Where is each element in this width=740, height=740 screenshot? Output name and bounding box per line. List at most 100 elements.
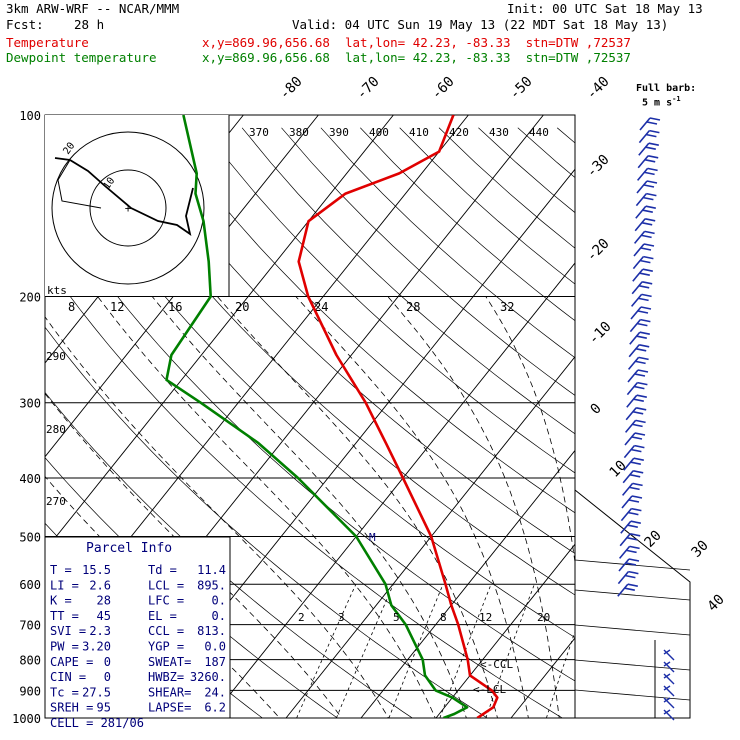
wind-barb-flag xyxy=(625,562,637,566)
moist-adiabat-line xyxy=(574,296,575,299)
dry-adiabat-lines xyxy=(0,127,740,731)
parcel-field-label: CIN = xyxy=(50,670,86,684)
parcel-info-title: Parcel Info xyxy=(86,541,172,556)
hodograph-trace-upper xyxy=(57,159,102,209)
wind-barb-flag xyxy=(627,524,638,528)
wind-barb-staff xyxy=(624,419,637,433)
isotherm-label: -10 xyxy=(586,319,615,348)
isotherm-line xyxy=(586,115,740,718)
pressure-label: 300 xyxy=(19,397,41,411)
wind-barb-flag xyxy=(640,247,652,251)
dry-adiabat-line xyxy=(45,260,564,718)
wind-barb-staff xyxy=(626,394,638,408)
moist-adiabat-line xyxy=(97,296,436,718)
isotherm-line xyxy=(435,543,575,718)
wind-barb-staff xyxy=(663,709,675,721)
wind-barb-staff xyxy=(617,571,630,585)
moist-adiabat-line xyxy=(45,316,389,718)
mixing-ratio-label: 3 xyxy=(338,611,345,624)
wind-barb-flag xyxy=(632,482,643,487)
wind-barb-staff xyxy=(618,545,631,559)
extension-grid-line xyxy=(574,659,691,671)
parcel-field-value: 27.5 xyxy=(82,685,111,699)
parcel-field-value: 2.6 xyxy=(89,578,111,592)
wind-barb-flag xyxy=(642,281,653,285)
wind-barb-staff xyxy=(627,356,640,370)
parcel-field-value: 0. xyxy=(212,594,226,608)
mixing-ratio-line xyxy=(296,584,357,718)
lower-right-extension xyxy=(574,489,691,719)
lcl-annotation: <-LCL xyxy=(473,683,506,696)
parcel-field-value: 3260. xyxy=(190,670,226,684)
wind-barb-staff xyxy=(635,193,648,207)
wind-barb-flag xyxy=(633,457,644,461)
wind-barb-staff xyxy=(630,306,642,320)
wind-barb-flag xyxy=(625,574,636,579)
wind-barb-flag xyxy=(640,259,651,264)
wind-barb-staff xyxy=(632,256,645,270)
isotherm-line xyxy=(736,115,740,718)
wind-barb-flag xyxy=(645,159,656,163)
isotherm-line xyxy=(210,262,575,718)
wind-barb-flag xyxy=(639,344,650,348)
parcel-field-label: PW = xyxy=(50,640,79,654)
extension-grid-line xyxy=(574,689,691,701)
wind-barbs xyxy=(617,117,675,721)
wind-barb-staff xyxy=(625,407,637,421)
parcel-field-label: LFC = xyxy=(148,594,184,608)
wind-barb-flag xyxy=(645,205,656,209)
dewpoint-profile xyxy=(165,115,469,718)
wind-barb-flag xyxy=(628,558,640,562)
parcel-field-label: TT = xyxy=(50,609,79,623)
wind-barb-staff xyxy=(629,319,642,333)
pressure-label: 400 xyxy=(19,472,41,486)
dry-adiabat-line xyxy=(636,128,740,731)
parcel-field-label: LCL = xyxy=(148,578,184,592)
wind-barb-flag xyxy=(630,533,641,537)
wind-barb-flag xyxy=(644,171,655,176)
dry-adiabat-line xyxy=(0,128,51,731)
wind-barb-staff xyxy=(621,482,634,496)
wind-barb-flag xyxy=(647,167,658,172)
theta-label: 380 xyxy=(289,126,309,139)
mixing-ratio-line xyxy=(336,584,394,718)
dry-adiabat-line xyxy=(360,127,575,322)
mixing-ratio-label: 5 xyxy=(393,611,400,624)
dry-adiabat-line xyxy=(675,128,740,731)
barb-key-title: Full barb: xyxy=(636,83,697,94)
wind-barb-staff xyxy=(663,673,675,685)
moist-adiabat-line xyxy=(295,296,529,718)
wind-barb-flag xyxy=(643,243,655,247)
wind-barb-flag xyxy=(637,381,648,386)
wind-barb-flag xyxy=(631,507,642,512)
wind-barb-flag xyxy=(634,444,645,449)
wind-barb-flag xyxy=(634,385,645,390)
pressure-label: 600 xyxy=(19,578,41,592)
isotherm-label: 40 xyxy=(705,592,728,615)
wind-barb-flag xyxy=(630,520,641,524)
wind-barb-flag xyxy=(642,268,653,272)
hodograph-center-mark: + xyxy=(125,202,132,215)
hodograph-inner-ring xyxy=(89,169,167,247)
wind-barb-flag xyxy=(648,155,659,159)
parcel-panel-box xyxy=(44,536,231,719)
pressure-label: 1000 xyxy=(12,712,41,726)
wind-barb-flag xyxy=(663,673,671,679)
hodograph-background xyxy=(45,115,229,296)
isotherm-label: 20 xyxy=(642,528,665,551)
wind-barb-flag xyxy=(631,448,642,453)
parcel-field-label: LAPSE= xyxy=(148,701,191,715)
parcel-field-label: CELL = 281/06 xyxy=(50,716,144,730)
parcel-field-label: EL = xyxy=(148,609,177,623)
isotherm-label: -40 xyxy=(584,74,613,103)
wind-barb-staff xyxy=(632,268,644,282)
wind-barb-staff xyxy=(663,685,675,697)
wind-barb-staff xyxy=(635,205,647,219)
parcel-field-label: YGP = xyxy=(148,640,184,654)
parcel-field-value: 2.3 xyxy=(89,624,111,638)
wind-barb-staff xyxy=(663,697,675,709)
pressure-label: 500 xyxy=(19,530,41,544)
isotherm-line xyxy=(510,637,575,718)
parcel-field-value: 813. xyxy=(197,624,226,638)
